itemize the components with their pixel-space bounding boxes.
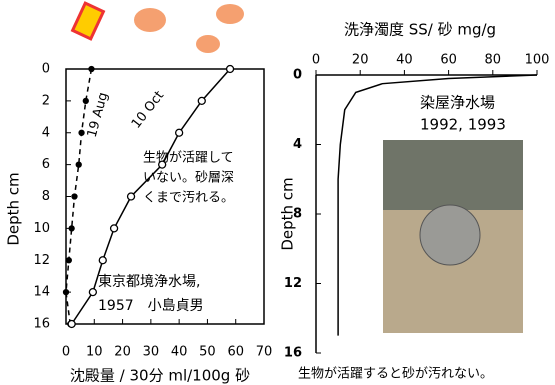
x-tick-label: 40: [171, 345, 188, 360]
y-tick-label: 8: [42, 189, 50, 204]
x-label: 洗浄濁度 SS/ 砂 mg/g: [344, 21, 496, 39]
y-tick-label: 4: [42, 125, 50, 140]
x-tick-label: 70: [256, 345, 273, 360]
data-point: [89, 289, 96, 296]
annotation: 1957 小島貞男: [98, 298, 204, 314]
data-point: [99, 257, 106, 264]
y-tick-label: 12: [284, 276, 302, 291]
data-point: [176, 129, 183, 136]
x-tick-label: 40: [396, 53, 413, 68]
y-label: Depth cm: [5, 172, 23, 245]
x-tick-label: 80: [485, 53, 502, 68]
y-tick-label: 4: [293, 137, 302, 152]
x-tick-label: 60: [227, 345, 244, 360]
annotation: 生物が活躍して: [143, 151, 234, 166]
photo-rock: [383, 140, 523, 210]
data-point: [66, 258, 71, 263]
y-tick-label: 16: [33, 317, 50, 332]
annotation: くまで汚れる。: [143, 191, 234, 206]
x-label: 沈殿量 / 30分 ml/100g 砂: [70, 367, 250, 385]
x-tick-label: 100: [525, 53, 550, 68]
x-tick-label: 20: [352, 53, 369, 68]
annotation: 1992, 1993: [420, 116, 506, 134]
y-tick-label: 14: [33, 285, 50, 300]
x-tick-label: 0: [62, 345, 70, 360]
data-point: [227, 66, 234, 73]
y-tick-label: 0: [42, 62, 50, 77]
data-point: [111, 225, 118, 232]
data-point: [83, 98, 88, 103]
data-point: [68, 321, 75, 328]
x-tick-label: 60: [440, 53, 457, 68]
y-tick-label: 6: [42, 157, 50, 172]
annotation: 東京都境浄水場,: [98, 274, 200, 290]
data-point: [69, 226, 74, 231]
y-tick-label: 0: [293, 68, 302, 83]
series-label: 19 Aug: [85, 91, 111, 139]
x-tick-label: 10: [86, 345, 103, 360]
figure: Depth cm 沈殿量 / 30分 ml/100g 砂 生物が活躍して いない…: [0, 0, 555, 385]
annotation: いない。砂層深: [143, 171, 234, 186]
data-point: [64, 290, 69, 295]
series-label: 10 Oct: [129, 88, 167, 131]
y-tick-label: 16: [284, 346, 302, 361]
y-tick-label: 12: [33, 253, 50, 268]
data-point: [76, 162, 81, 167]
x-tick-label: 20: [114, 345, 131, 360]
caption: 生物が活躍すると砂が汚れない。: [298, 367, 493, 382]
data-point: [79, 130, 84, 135]
x-tick-label: 50: [199, 345, 216, 360]
y-tick-label: 8: [293, 207, 302, 222]
data-point: [89, 67, 94, 72]
coin: [420, 205, 480, 265]
y-tick-label: 10: [33, 221, 50, 236]
illustration: [73, 3, 244, 53]
data-point: [72, 194, 77, 199]
data-point: [198, 97, 205, 104]
data-point: [128, 193, 135, 200]
y-tick-label: 2: [42, 93, 50, 108]
data-point: [159, 161, 166, 168]
x-tick-label: 0: [312, 53, 320, 68]
annotation: 染屋浄水場: [420, 94, 495, 112]
x-tick-label: 30: [143, 345, 160, 360]
